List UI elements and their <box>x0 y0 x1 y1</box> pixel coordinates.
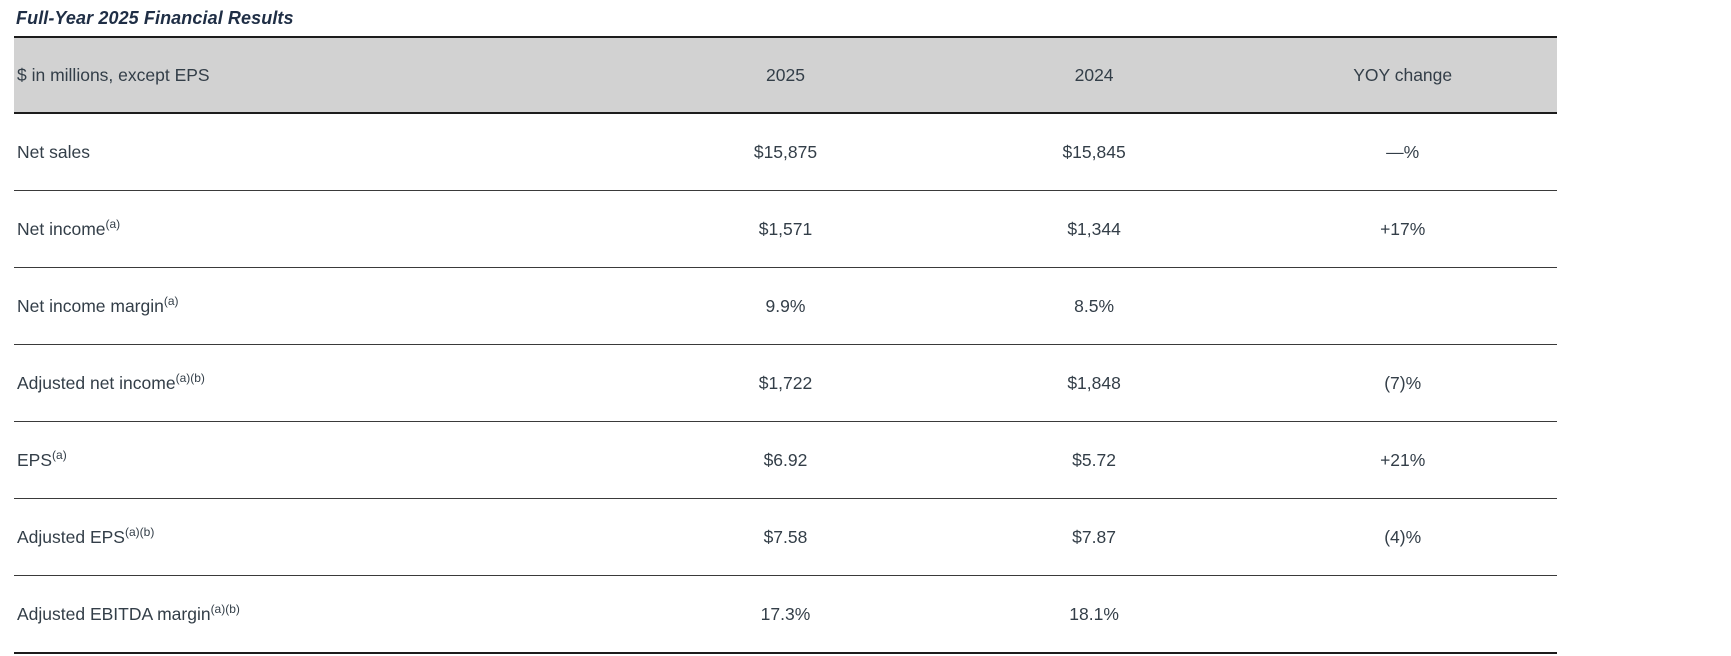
row-label: Net income margin <box>17 295 164 316</box>
row-label-cell: Net sales <box>14 113 631 191</box>
row-label-cell: Net income(a) <box>14 190 632 268</box>
footnote-superscript: (a) <box>52 447 67 462</box>
financial-results-table: $ in millions, except EPS 2025 2024 YOY … <box>14 36 1557 654</box>
yoy-change-cell <box>1248 575 1557 653</box>
value-2025-cell: $7.58 <box>631 498 940 576</box>
column-header-yoy-change: YOY change <box>1248 37 1557 114</box>
value-2024-cell: $1,848 <box>939 344 1249 422</box>
value-2025-cell: $1,571 <box>631 190 940 268</box>
table-row: Net income(a) $1,571 $1,344 +17% <box>14 190 1557 268</box>
yoy-change-cell <box>1248 267 1557 345</box>
value-2024-cell: 8.5% <box>939 267 1249 345</box>
footnote-superscript: (a)(b) <box>210 601 240 616</box>
column-header-2025: 2025 <box>631 37 940 114</box>
row-label: Net sales <box>17 141 90 162</box>
row-label-cell: Net income margin(a) <box>14 267 632 345</box>
yoy-change-cell: +21% <box>1248 421 1557 499</box>
table-row: Adjusted net income(a)(b) $1,722 $1,848 … <box>14 344 1557 422</box>
value-2025-cell: 17.3% <box>631 575 940 653</box>
value-2025-cell: $15,875 <box>753 141 818 162</box>
row-label: EPS <box>17 449 53 470</box>
value-2025-cell: 9.9% <box>631 267 940 345</box>
footnote-superscript: (a) <box>105 216 121 231</box>
row-label-cell: Adjusted EPS(a)(b) <box>14 498 632 576</box>
footnote-superscript: (a) <box>163 293 179 308</box>
row-label: Adjusted EPS <box>17 526 125 547</box>
table-row: Net income margin(a) 9.9% 8.5% <box>14 267 1557 345</box>
row-label: Adjusted EBITDA margin <box>17 603 211 624</box>
row-label-cell: Adjusted EBITDA margin(a)(b) <box>14 575 632 653</box>
value-2025-cell: $1,722 <box>631 344 940 422</box>
row-label: Net income <box>17 218 106 239</box>
table-row: Net sales $15,875 $15,845 —% <box>14 113 1557 191</box>
footnote-superscript: (a)(b) <box>124 524 155 539</box>
table-row: Adjusted EBITDA margin(a)(b) 17.3% 18.1% <box>14 575 1557 653</box>
value-2024-cell: $7.87 <box>939 498 1249 576</box>
row-label-cell: Adjusted net income(a)(b) <box>14 344 632 422</box>
value-2024-cell: $5.72 <box>939 421 1249 499</box>
row-label-cell: EPS(a) <box>14 421 632 499</box>
yoy-change-cell: (4)% <box>1248 498 1557 576</box>
yoy-change-cell: —% <box>1386 141 1420 162</box>
column-header-metric: $ in millions, except EPS <box>14 37 632 114</box>
column-header-2024: 2024 <box>939 37 1249 114</box>
yoy-change-cell: +17% <box>1248 190 1557 268</box>
yoy-change-cell: (7)% <box>1248 344 1557 422</box>
value-2024-cell: $15,845 <box>1062 141 1126 162</box>
table-row: Adjusted EPS(a)(b) $7.58 $7.87 (4)% <box>14 498 1557 576</box>
table-header-row: $ in millions, except EPS 2025 2024 YOY … <box>14 37 1557 114</box>
row-label: Adjusted net income <box>17 372 176 393</box>
table-row: EPS(a) $6.92 $5.72 +21% <box>14 421 1557 499</box>
value-2024-cell: $1,344 <box>939 190 1249 268</box>
value-2025-cell: $6.92 <box>631 421 940 499</box>
value-2024-cell: 18.1% <box>939 575 1249 653</box>
footnote-superscript: (a)(b) <box>175 370 205 385</box>
page-title: Full-Year 2025 Financial Results <box>16 8 294 28</box>
